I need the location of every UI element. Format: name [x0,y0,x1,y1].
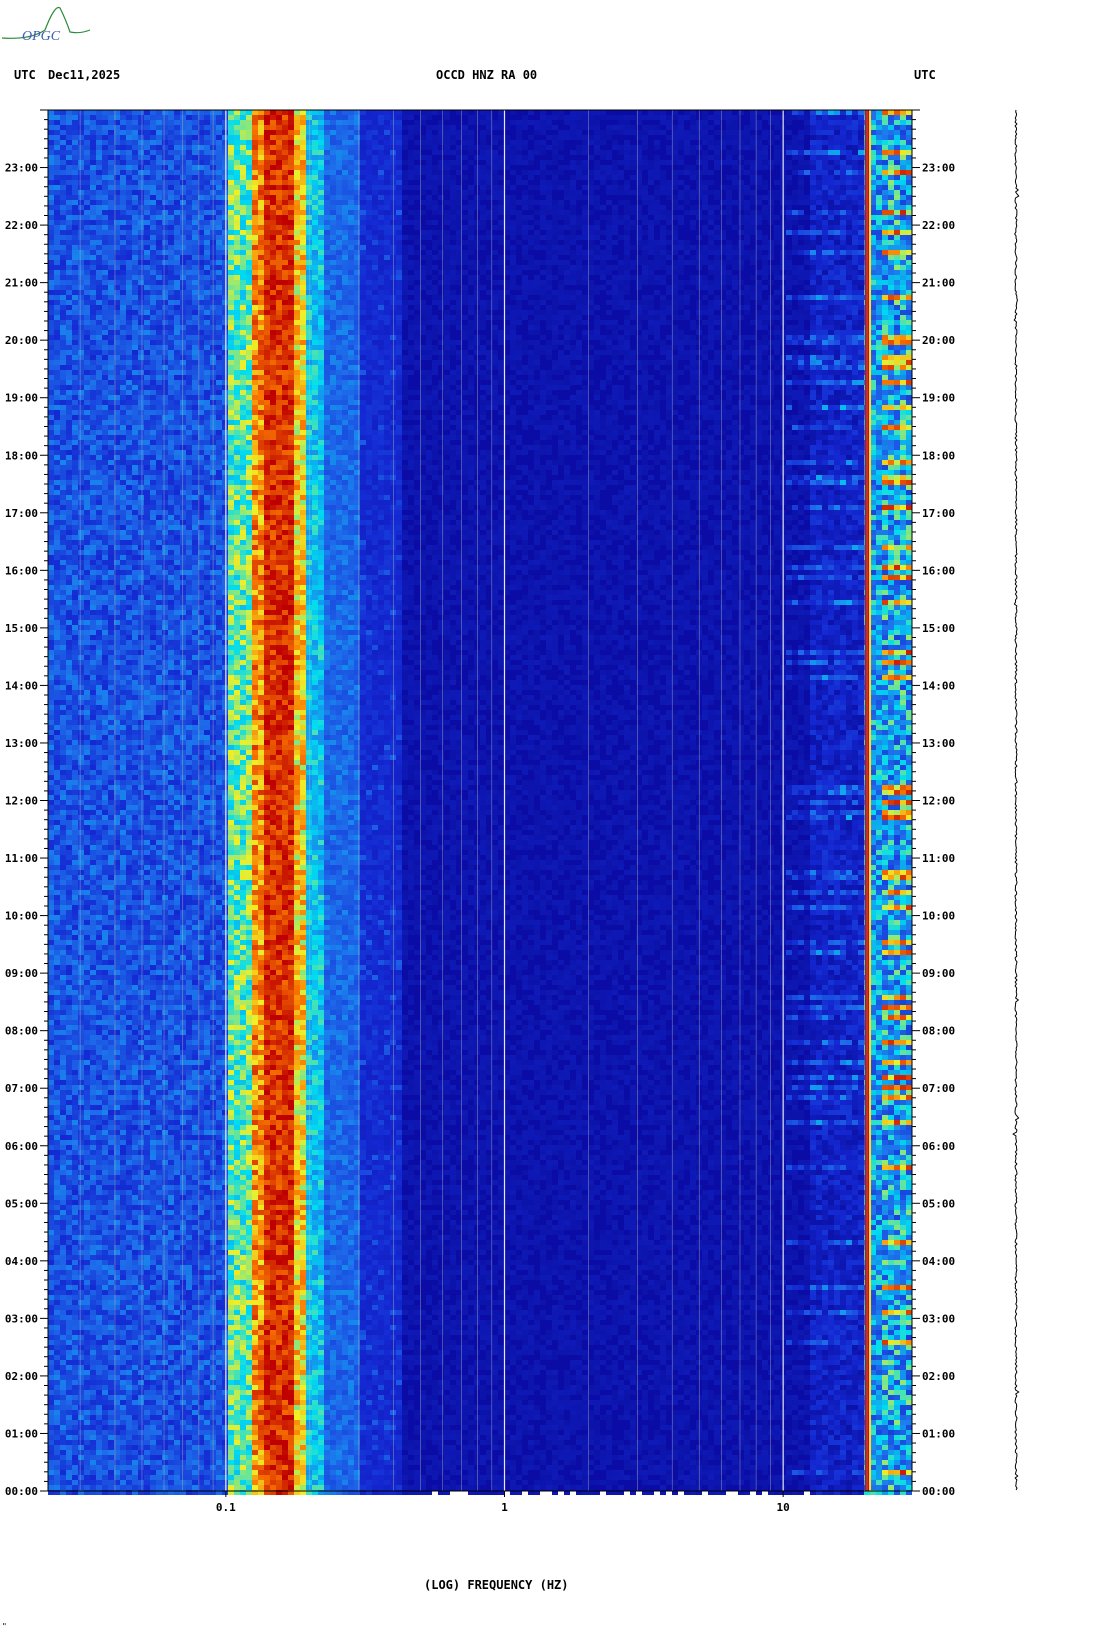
y-tick-label-left: 15:00 [5,622,38,635]
y-tick-label-right: 00:00 [922,1485,955,1498]
y-tick-label-right: 22:00 [922,219,955,232]
y-tick-label-left: 06:00 [5,1140,38,1153]
y-tick-label-right: 16:00 [922,564,955,577]
x-tick-label: 1 [501,1501,508,1514]
y-tick-label-right: 17:00 [922,507,955,520]
spectrogram-heatmap [48,110,912,1495]
y-tick-label-left: 00:00 [5,1485,38,1498]
y-tick-label-left: 22:00 [5,219,38,232]
y-tick-label-left: 17:00 [5,507,38,520]
y-tick-label-right: 11:00 [922,852,955,865]
y-tick-label-left: 21:00 [5,277,38,290]
y-tick-label-left: 12:00 [5,795,38,808]
y-tick-label-left: 04:00 [5,1255,38,1268]
seismic-trace [1013,110,1019,1490]
x-axis-label: (LOG) FREQUENCY (HZ) [424,1578,569,1592]
y-tick-label-left: 11:00 [5,852,38,865]
y-tick-label-right: 15:00 [922,622,955,635]
y-tick-label-right: 23:00 [922,162,955,175]
y-tick-label-right: 06:00 [922,1140,955,1153]
y-tick-label-right: 04:00 [922,1255,955,1268]
y-tick-label-right: 19:00 [922,392,955,405]
y-tick-label-left: 23:00 [5,162,38,175]
y-tick-label-left: 08:00 [5,1025,38,1038]
y-tick-label-right: 02:00 [922,1370,955,1383]
y-tick-label-left: 14:00 [5,679,38,692]
y-tick-label-right: 01:00 [922,1427,955,1440]
y-tick-label-right: 05:00 [922,1197,955,1210]
y-tick-label-left: 05:00 [5,1197,38,1210]
y-tick-label-right: 03:00 [922,1312,955,1325]
y-tick-label-right: 20:00 [922,334,955,347]
y-tick-label-right: 13:00 [922,737,955,750]
y-tick-label-left: 18:00 [5,449,38,462]
x-tick-label: 10 [777,1501,790,1514]
y-tick-label-right: 07:00 [922,1082,955,1095]
trace-line [1013,110,1019,1490]
y-tick-label-right: 21:00 [922,277,955,290]
y-tick-label-right: 12:00 [922,795,955,808]
y-tick-label-right: 09:00 [922,967,955,980]
y-tick-label-left: 02:00 [5,1370,38,1383]
y-tick-label-left: 03:00 [5,1312,38,1325]
y-tick-label-right: 14:00 [922,679,955,692]
corner-mark: " [2,1622,7,1631]
x-tick-label: 0.1 [216,1501,236,1514]
y-tick-label-left: 10:00 [5,910,38,923]
y-tick-label-left: 16:00 [5,564,38,577]
y-tick-label-right: 10:00 [922,910,955,923]
y-tick-label-left: 07:00 [5,1082,38,1095]
y-tick-label-right: 18:00 [922,449,955,462]
y-tick-label-left: 13:00 [5,737,38,750]
y-tick-label-left: 19:00 [5,392,38,405]
y-tick-label-left: 09:00 [5,967,38,980]
y-tick-label-left: 20:00 [5,334,38,347]
y-tick-label-right: 08:00 [922,1025,955,1038]
y-tick-label-left: 01:00 [5,1427,38,1440]
